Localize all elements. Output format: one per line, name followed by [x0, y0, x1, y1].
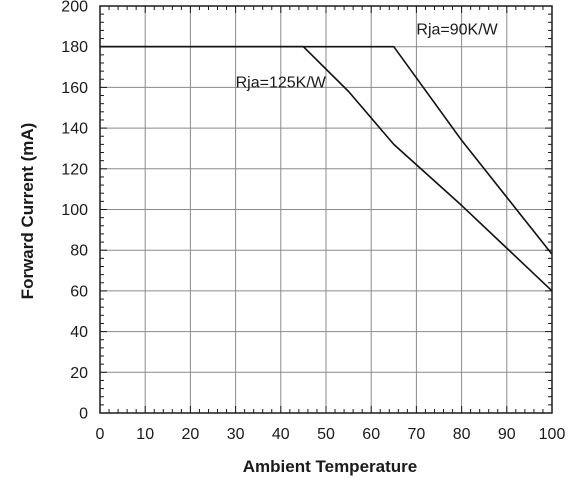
x-tick-label: 60 [362, 426, 380, 443]
y-tick-label: 100 [61, 202, 88, 219]
y-tick-label: 140 [61, 121, 88, 138]
y-tick-label: 120 [61, 161, 88, 178]
annotations: Rja=90K/W Rja=125K/W [236, 21, 499, 91]
x-tick-label: 20 [182, 426, 200, 443]
x-tick-label: 10 [136, 426, 154, 443]
grid [100, 6, 552, 413]
y-tick-label: 160 [61, 80, 88, 97]
y-tick-label: 200 [61, 0, 88, 16]
x-tick-label: 0 [96, 426, 105, 443]
x-tick-label: 100 [539, 426, 566, 443]
series-lines [100, 45, 553, 292]
x-tick-label: 90 [498, 426, 516, 443]
y-tick-label: 180 [61, 39, 88, 56]
x-tick-labels: 0 10 20 30 40 50 60 70 80 90 100 [96, 426, 566, 443]
y-tick-label: 80 [70, 243, 88, 260]
x-tick-label: 80 [453, 426, 471, 443]
y-tick-label: 40 [70, 324, 88, 341]
y-tick-label: 0 [79, 406, 88, 423]
x-tick-label: 70 [408, 426, 426, 443]
series-label-2: Rja=125K/W [236, 74, 327, 91]
y-tick-labels: 0 20 40 60 80 100 120 140 160 180 200 [61, 0, 88, 423]
y-axis-title: Forward Current (mA) [18, 123, 37, 300]
plot-frame [99, 5, 553, 414]
x-tick-label: 30 [227, 426, 245, 443]
y-tick-label: 60 [70, 283, 88, 300]
x-tick-label: 50 [317, 426, 335, 443]
series-label-1: Rja=90K/W [416, 21, 498, 38]
x-axis-title: Ambient Temperature [243, 457, 417, 476]
x-tick-label: 40 [272, 426, 290, 443]
y-tick-label: 20 [70, 365, 88, 382]
series-line-2 [100, 45, 553, 255]
